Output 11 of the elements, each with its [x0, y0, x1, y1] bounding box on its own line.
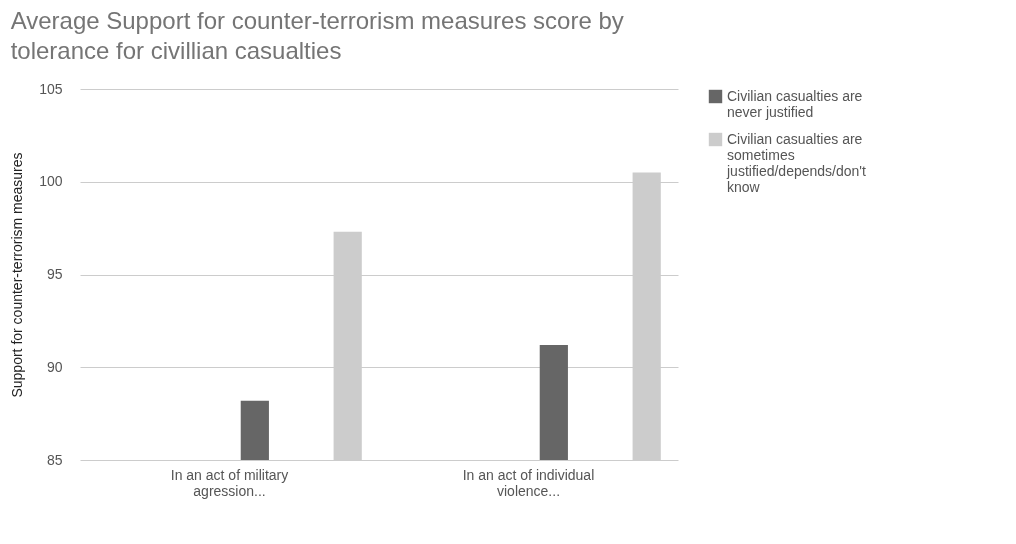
legend-label: Civilian casualties are sometimes justified/depends/don't know: [726, 130, 866, 195]
y-tick-label: 90: [46, 358, 63, 375]
y-axis-title: Support for counter-terrorism measures: [9, 152, 26, 398]
y-tick-label: 85: [46, 451, 63, 468]
y-tick-label: 105: [39, 80, 63, 97]
x-tick-label: In an act of individual violence...: [462, 466, 595, 499]
legend-label: Civilian casualties are never justified: [727, 87, 863, 120]
x-tick-label: In an act of military agression...: [170, 466, 289, 499]
y-tick-label: 95: [46, 266, 63, 282]
chart-title: Average Support for counter-terrorism measures score by tolerance for civillian casualties: [10, 7, 624, 64]
y-tick-label: 100: [39, 173, 63, 190]
